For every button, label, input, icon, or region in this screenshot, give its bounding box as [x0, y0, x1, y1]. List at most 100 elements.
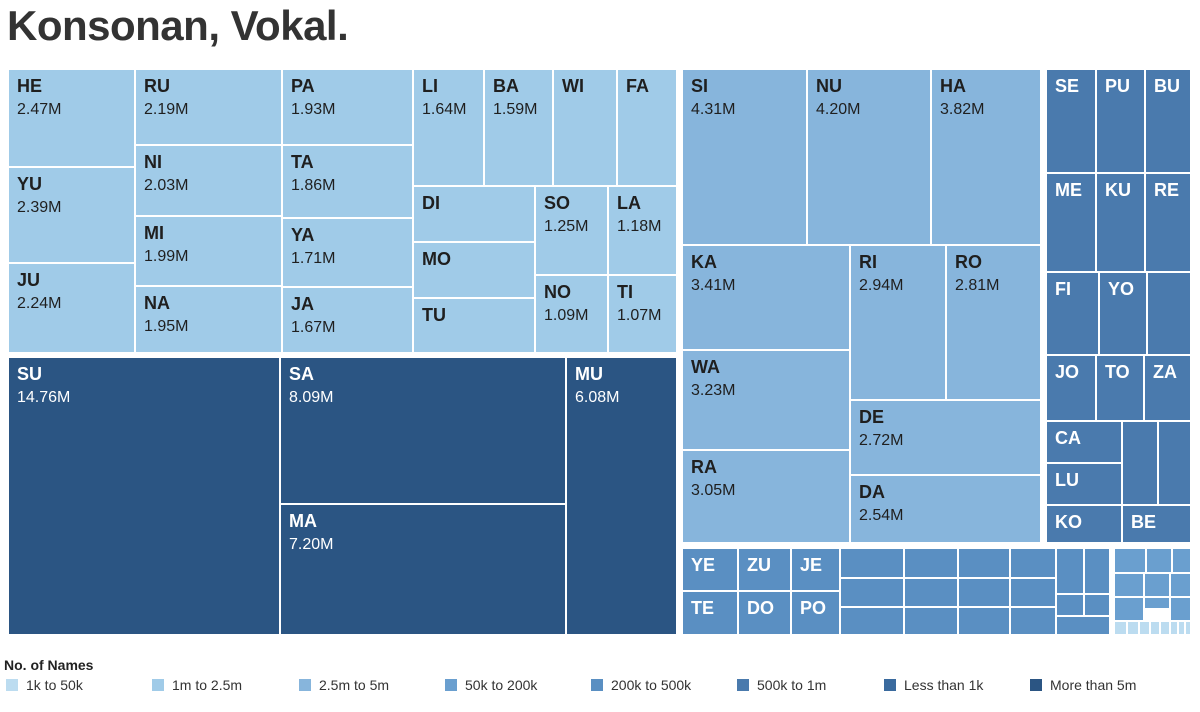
treemap-cell[interactable]: YU 2.39M — [7, 166, 136, 264]
treemap-cell[interactable]: MA 7.20M — [279, 503, 567, 636]
treemap-cell[interactable] — [1184, 620, 1192, 636]
treemap-cell[interactable]: SI 4.31M — [681, 68, 808, 246]
treemap-cell[interactable] — [839, 606, 905, 636]
treemap-cell[interactable] — [1113, 547, 1147, 574]
treemap-cell-rect[interactable] — [839, 547, 905, 579]
treemap-cell[interactable]: WI — [552, 68, 618, 187]
treemap-cell[interactable]: JE — [790, 547, 841, 592]
treemap-cell[interactable] — [1138, 620, 1151, 636]
treemap-cell[interactable] — [1169, 620, 1179, 636]
treemap-cell-rect[interactable] — [957, 577, 1011, 608]
treemap-cell[interactable]: FA — [616, 68, 678, 187]
treemap-cell[interactable]: MI 1.99M — [134, 215, 283, 287]
treemap-cell[interactable]: JU 2.24M — [7, 262, 136, 354]
treemap-cell-rect[interactable] — [1138, 620, 1151, 636]
treemap-cell-rect[interactable] — [1095, 172, 1146, 273]
treemap-cell-rect[interactable] — [281, 68, 414, 146]
treemap-cell-rect[interactable] — [1169, 620, 1179, 636]
treemap-cell[interactable] — [1055, 615, 1111, 636]
treemap-cell-rect[interactable] — [7, 166, 136, 264]
treemap-cell[interactable] — [1083, 547, 1111, 595]
treemap-cell[interactable]: SU 14.76M — [7, 356, 281, 636]
treemap-cell[interactable]: RA 3.05M — [681, 449, 851, 544]
treemap-cell[interactable] — [1009, 577, 1057, 608]
treemap-cell[interactable]: DE 2.72M — [849, 399, 1042, 476]
treemap-cell[interactable]: PA 1.93M — [281, 68, 414, 146]
treemap-cell-rect[interactable] — [412, 241, 536, 299]
treemap-cell-rect[interactable] — [1169, 596, 1192, 622]
treemap-cell-rect[interactable] — [957, 547, 1011, 579]
treemap-cell[interactable] — [1145, 547, 1173, 574]
treemap-cell-rect[interactable] — [1184, 620, 1192, 636]
treemap-cell-rect[interactable] — [279, 503, 567, 636]
legend-item[interactable]: Less than 1k — [884, 677, 983, 693]
treemap-cell-rect[interactable] — [1149, 620, 1161, 636]
treemap-cell-rect[interactable] — [737, 547, 792, 592]
treemap-cell[interactable]: TU — [412, 297, 536, 354]
legend-item[interactable]: 2.5m to 5m — [299, 677, 389, 693]
treemap-cell[interactable]: ME — [1045, 172, 1097, 273]
treemap-cell[interactable]: RO 2.81M — [945, 244, 1042, 401]
treemap-cell[interactable]: HE 2.47M — [7, 68, 136, 168]
treemap-cell[interactable]: SA 8.09M — [279, 356, 567, 505]
treemap-cell-rect[interactable] — [616, 68, 678, 187]
treemap-cell-rect[interactable] — [681, 68, 808, 246]
treemap-cell-rect[interactable] — [7, 356, 281, 636]
treemap-cell-rect[interactable] — [957, 606, 1011, 636]
treemap-cell-rect[interactable] — [790, 590, 841, 636]
treemap-cell-rect[interactable] — [1083, 547, 1111, 595]
treemap-cell-rect[interactable] — [565, 356, 678, 636]
treemap-cell-rect[interactable] — [839, 606, 905, 636]
treemap-cell[interactable]: TI 1.07M — [607, 274, 678, 354]
treemap-cell[interactable]: WA 3.23M — [681, 349, 851, 451]
treemap-cell[interactable]: BA 1.59M — [483, 68, 554, 187]
treemap-cell-rect[interactable] — [903, 547, 959, 579]
treemap-cell[interactable] — [1121, 420, 1159, 506]
treemap-cell[interactable] — [1009, 606, 1057, 636]
treemap-cell[interactable] — [839, 577, 905, 608]
treemap-cell[interactable]: DA 2.54M — [849, 474, 1042, 544]
treemap-cell-rect[interactable] — [1171, 547, 1192, 574]
legend-item[interactable]: 200k to 500k — [591, 677, 691, 693]
treemap-cell-rect[interactable] — [1113, 620, 1128, 636]
treemap-cell[interactable]: MU 6.08M — [565, 356, 678, 636]
treemap-cell[interactable]: NU 4.20M — [806, 68, 932, 246]
treemap-cell-rect[interactable] — [1157, 420, 1192, 506]
treemap-cell-rect[interactable] — [839, 577, 905, 608]
legend-item[interactable]: More than 5m — [1030, 677, 1136, 693]
treemap-cell[interactable]: KA 3.41M — [681, 244, 851, 351]
legend-item[interactable]: 1m to 2.5m — [152, 677, 242, 693]
treemap-cell[interactable]: JA 1.67M — [281, 286, 414, 354]
legend-item[interactable]: 50k to 200k — [445, 677, 537, 693]
treemap-cell[interactable]: LI 1.64M — [412, 68, 485, 187]
treemap-cell-rect[interactable] — [412, 68, 485, 187]
treemap-cell-rect[interactable] — [930, 68, 1042, 246]
treemap-cell-rect[interactable] — [1121, 420, 1159, 506]
treemap-cell[interactable] — [903, 577, 959, 608]
treemap-cell-rect[interactable] — [1146, 271, 1192, 356]
legend-item[interactable]: 1k to 50k — [6, 677, 83, 693]
treemap-cell-rect[interactable] — [849, 244, 947, 401]
treemap-cell[interactable]: KO — [1045, 504, 1123, 544]
treemap-cell-rect[interactable] — [1113, 572, 1145, 598]
treemap-cell[interactable] — [957, 606, 1011, 636]
treemap-cell[interactable]: YE — [681, 547, 739, 592]
treemap-cell-rect[interactable] — [1055, 615, 1111, 636]
treemap-cell[interactable] — [1113, 620, 1128, 636]
treemap-cell-rect[interactable] — [412, 297, 536, 354]
treemap-cell-rect[interactable] — [1159, 620, 1171, 636]
treemap-cell-rect[interactable] — [681, 349, 851, 451]
treemap-cell[interactable] — [903, 606, 959, 636]
treemap-cell-rect[interactable] — [1121, 504, 1192, 544]
treemap-cell-rect[interactable] — [849, 474, 1042, 544]
treemap-cell[interactable]: SO 1.25M — [534, 185, 609, 276]
treemap-cell[interactable]: FI — [1045, 271, 1100, 356]
treemap-cell[interactable] — [1143, 596, 1171, 610]
treemap-cell[interactable]: NO 1.09M — [534, 274, 609, 354]
treemap-cell[interactable]: ZU — [737, 547, 792, 592]
treemap-cell-rect[interactable] — [1169, 572, 1192, 598]
treemap-cell[interactable]: TO — [1095, 354, 1145, 422]
treemap-cell[interactable] — [957, 577, 1011, 608]
treemap-cell[interactable]: RI 2.94M — [849, 244, 947, 401]
treemap-cell[interactable]: RE — [1144, 172, 1192, 273]
